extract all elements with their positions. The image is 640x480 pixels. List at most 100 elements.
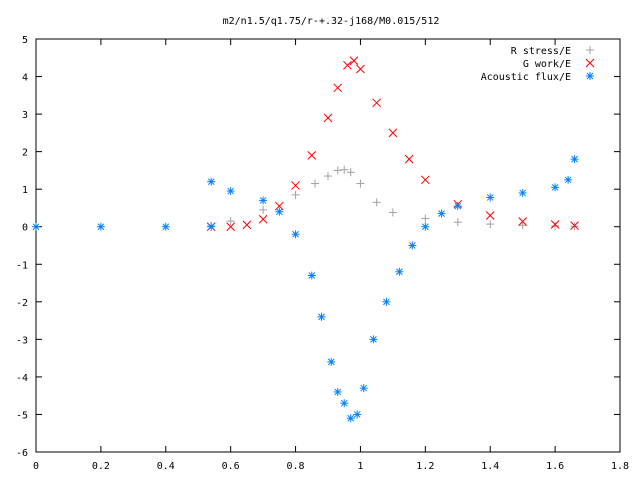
y-tick-label: 0 <box>22 223 28 234</box>
data-point <box>485 211 495 220</box>
data-point <box>421 222 430 231</box>
data-point <box>369 335 378 344</box>
x-tick-label: 0 <box>33 461 39 472</box>
data-point <box>404 154 414 164</box>
x-tick-label: 0.4 <box>157 461 175 472</box>
legend-label: G work/E <box>523 59 571 70</box>
data-point <box>551 221 560 230</box>
data-point <box>333 83 343 93</box>
data-point <box>226 187 235 196</box>
y-tick-label: -1 <box>16 260 28 271</box>
series-0 <box>207 165 579 231</box>
data-point <box>453 218 462 227</box>
data-point <box>570 155 579 164</box>
data-point <box>421 214 430 223</box>
data-point <box>372 198 381 207</box>
x-tick-label: 1.4 <box>481 461 499 472</box>
data-point <box>356 179 365 188</box>
data-point <box>327 357 336 366</box>
y-tick-label: 1 <box>22 185 28 196</box>
data-point <box>518 217 528 226</box>
series-2 <box>32 155 579 423</box>
legend-label: Acoustic flux/E <box>481 72 571 83</box>
x-tick-label: 0.2 <box>92 461 110 472</box>
series-layer <box>32 56 579 423</box>
x-tick-label: 0.8 <box>287 461 305 472</box>
data-point <box>570 221 579 230</box>
legend: R stress/E G work/E Acoustic flux/E <box>481 46 595 83</box>
data-point <box>291 230 300 239</box>
data-point <box>242 220 252 230</box>
x-tick-label: 1.8 <box>611 461 629 472</box>
data-point <box>388 128 398 138</box>
data-point <box>207 177 216 186</box>
data-point <box>551 183 560 192</box>
data-point <box>388 208 397 217</box>
y-tick-label: -4 <box>16 373 28 384</box>
y-tick-label: 2 <box>22 148 28 159</box>
x-tick-label: 1 <box>357 461 363 472</box>
data-point <box>307 271 316 280</box>
data-point <box>395 267 404 276</box>
legend-label: R stress/E <box>511 46 571 57</box>
data-point <box>356 64 365 74</box>
legend-marker <box>586 72 594 80</box>
data-point <box>259 205 268 214</box>
data-point <box>359 384 368 393</box>
data-point <box>340 399 349 408</box>
y-tick-label: 4 <box>22 73 28 84</box>
y-tick-label: -3 <box>16 335 28 346</box>
data-point <box>349 56 359 66</box>
data-point <box>570 222 579 231</box>
data-point <box>324 172 332 181</box>
data-point <box>275 207 284 216</box>
data-point <box>372 98 382 108</box>
chart-title: m2/n1.5/q1.75/r-+.32-j168/M0.015/512 <box>223 16 440 27</box>
data-point <box>226 222 236 232</box>
data-point <box>323 113 333 123</box>
data-point <box>346 414 355 423</box>
data-point <box>333 387 342 396</box>
x-tick-label: 0.6 <box>222 461 240 472</box>
plot-frame <box>35 38 621 453</box>
x-tick-label: 1.6 <box>546 461 564 472</box>
data-point <box>564 175 573 184</box>
data-point <box>382 297 391 306</box>
data-point <box>346 168 355 177</box>
data-point <box>96 222 105 231</box>
data-point <box>32 222 40 231</box>
data-point <box>259 196 268 205</box>
legend-marker <box>585 58 595 68</box>
data-point <box>486 193 495 202</box>
data-point <box>258 214 268 224</box>
data-point <box>226 217 235 226</box>
data-point <box>518 188 527 197</box>
y-tick-label: -5 <box>16 410 28 421</box>
data-point <box>291 181 300 190</box>
data-point <box>353 410 362 419</box>
data-point <box>453 202 462 211</box>
y-tick-label: 5 <box>22 35 28 46</box>
x-tick-label: 1.2 <box>416 461 434 472</box>
y-tick-label: -6 <box>16 448 28 459</box>
data-point <box>437 209 446 218</box>
data-point <box>343 60 352 70</box>
data-point <box>317 312 326 321</box>
data-point <box>340 165 349 174</box>
data-point <box>408 241 417 250</box>
data-point <box>307 151 317 160</box>
data-point <box>518 221 527 230</box>
data-point <box>207 222 216 231</box>
y-tick-label: -2 <box>16 298 28 309</box>
data-point <box>161 222 170 231</box>
data-point <box>291 190 300 199</box>
series-1 <box>206 56 579 232</box>
data-point <box>550 220 560 229</box>
data-point <box>333 166 342 175</box>
axes: 0 0.2 0.4 0.6 0.8 1 1.2 1.4 1.6 1.8 5 4 3 2 1 0 -1 -2 -3 -4… <box>16 35 629 472</box>
legend-marker <box>586 46 594 54</box>
data-point <box>420 175 430 185</box>
y-tick-label: 3 <box>22 110 28 121</box>
data-point <box>486 220 495 229</box>
